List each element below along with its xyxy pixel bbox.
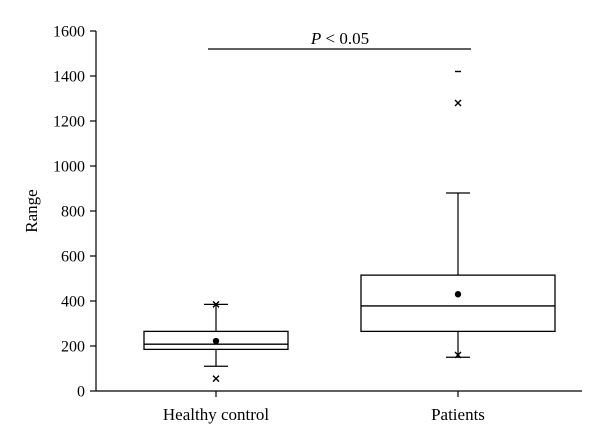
significance-annotation: P < 0.05 xyxy=(208,29,471,50)
outlier-x-marker xyxy=(212,300,220,308)
mean-marker xyxy=(212,337,220,345)
y-tick-label: 200 xyxy=(61,339,85,356)
boxes: Healthy control Patients xyxy=(143,70,556,424)
y-tick-label: 1000 xyxy=(53,159,85,176)
y-axis-ticks: 0 200 400 600 800 1000 1200 1400 1600 xyxy=(53,24,96,401)
mean-marker xyxy=(454,291,462,298)
outlier-x-marker xyxy=(212,375,220,383)
box-healthy-control: Healthy control xyxy=(143,300,289,424)
y-tick-label: 400 xyxy=(61,294,85,311)
y-tick-label: 0 xyxy=(77,384,85,401)
y-axis-title: Range xyxy=(22,189,41,232)
y-tick-label: 800 xyxy=(61,204,85,221)
y-tick-label: 1400 xyxy=(53,69,85,86)
outlier-x-marker xyxy=(454,99,462,107)
y-tick-label: 1200 xyxy=(53,114,85,131)
outlier-x-marker xyxy=(454,351,462,359)
y-tick-label: 600 xyxy=(61,249,85,266)
x-category-label: Patients xyxy=(431,405,485,424)
significance-label: P < 0.05 xyxy=(310,29,369,48)
y-tick-label: 1600 xyxy=(53,24,85,41)
box-patients: Patients xyxy=(360,70,556,424)
x-category-label: Healthy control xyxy=(163,405,269,424)
iqr-box xyxy=(360,274,556,333)
